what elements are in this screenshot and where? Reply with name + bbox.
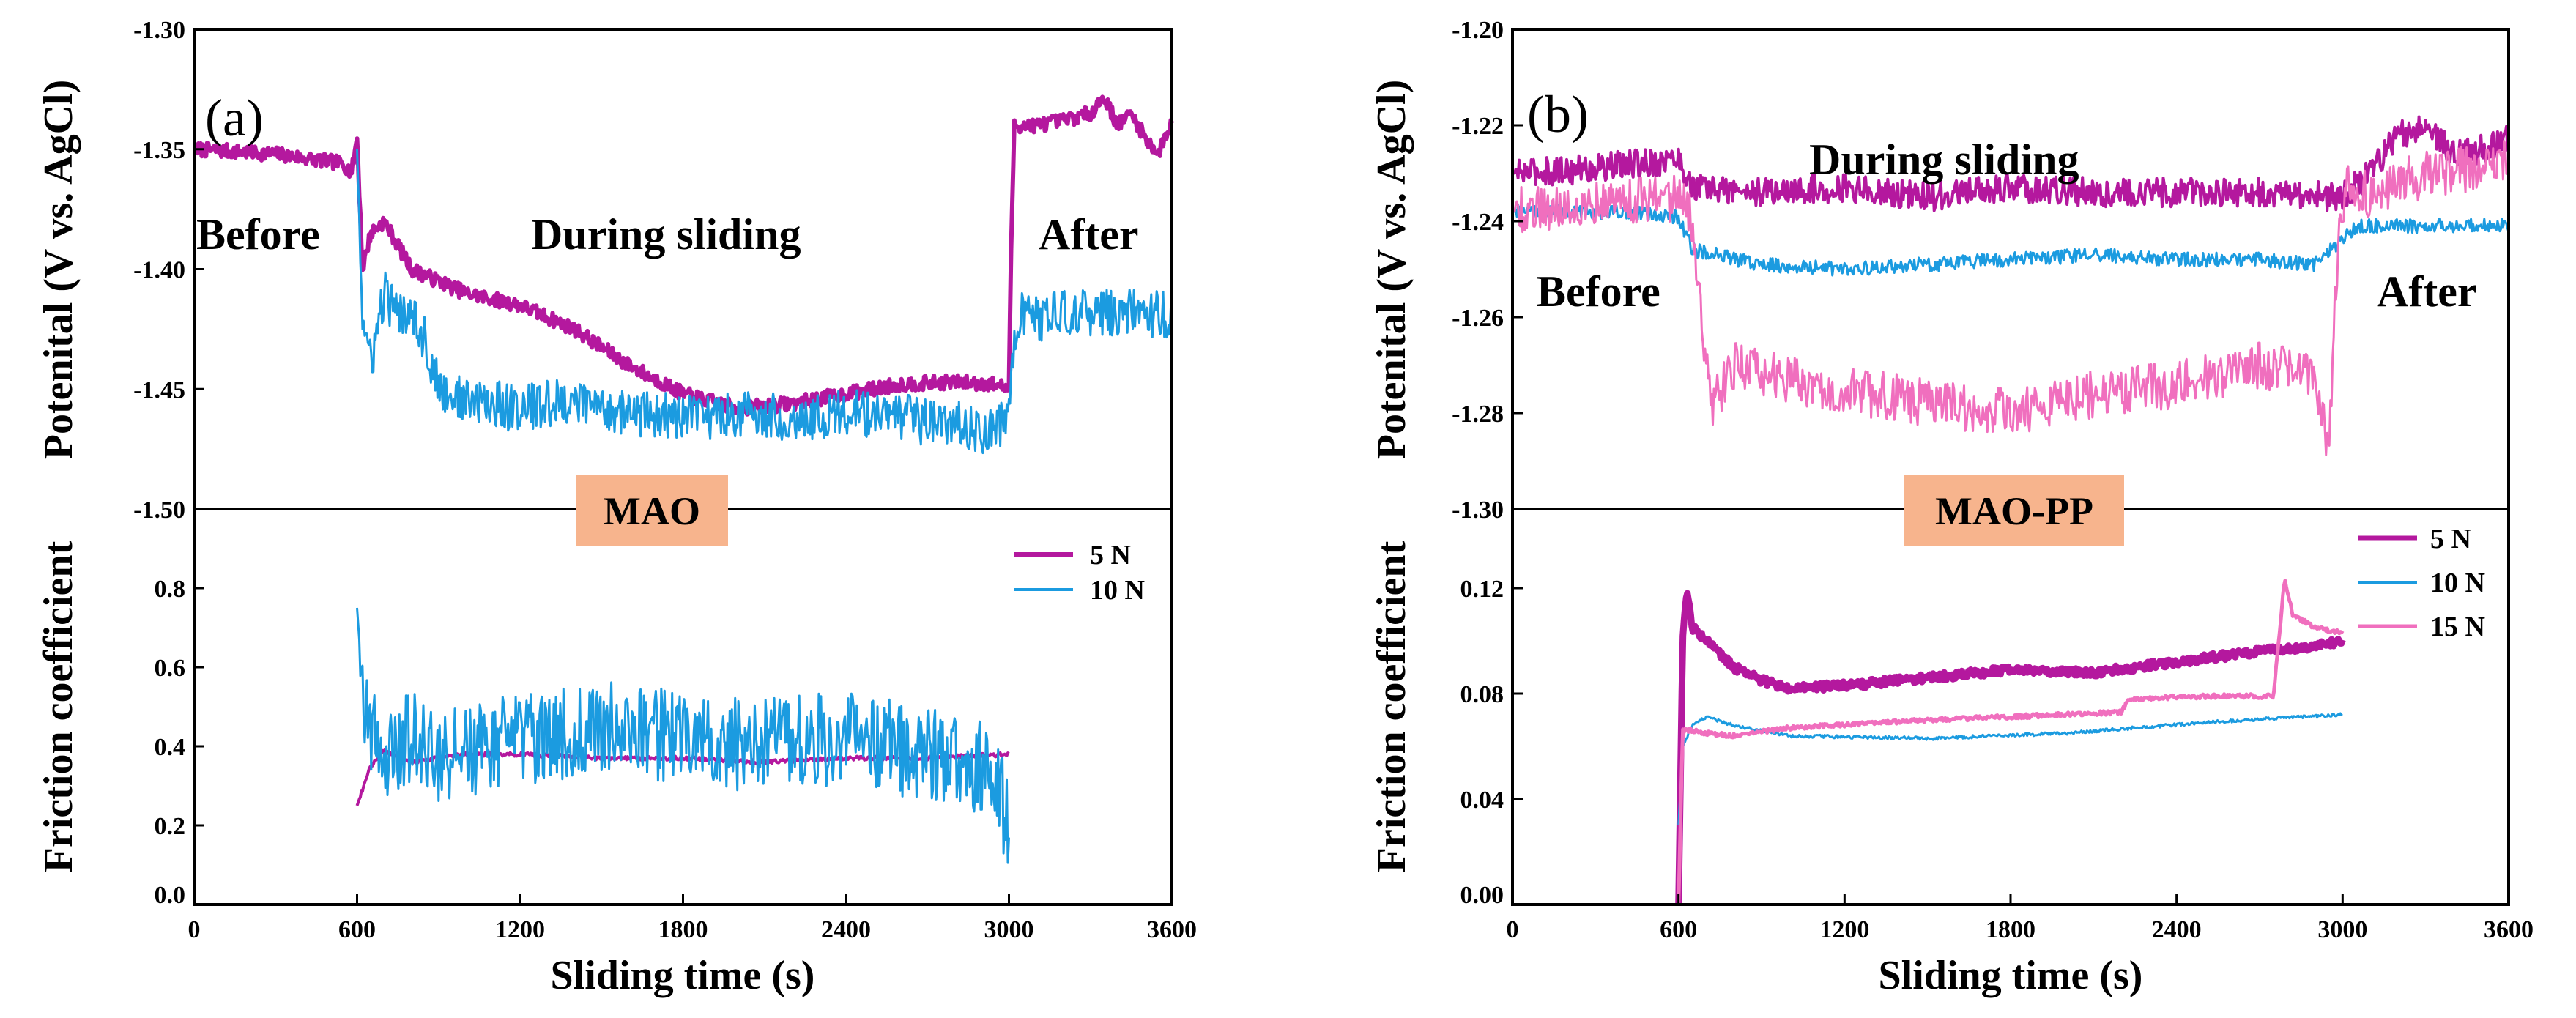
panel-a-legend-label-5n: 5 N: [1090, 540, 1131, 571]
panel-a-xtick-label: 3000: [984, 916, 1034, 943]
panel-b-bottom-series-15n: [1677, 579, 2345, 905]
panel-b-top-ytick-label: -1.26: [1452, 305, 1504, 332]
panel-b-badge: [1904, 475, 2124, 546]
panel-b-legend: 5 N 10 N 15 N: [2358, 524, 2485, 642]
panel-a-legend: 5 N 10 N: [1014, 540, 1145, 606]
panel-a-xlabel: Sliding time (s): [551, 953, 815, 998]
panel-a-bottom-ytick-label: 0.0: [155, 882, 186, 909]
panel-b-xtick-label: 0: [1507, 916, 1519, 943]
panel-a-bottom-yticks: 0.0 0.2 0.4 0.6 0.8: [155, 576, 204, 909]
panel-a-top-series-10n: [356, 149, 1173, 455]
panel-a: -1.30-1.35-1.40-1.45-1.50 0.00.20.40.60.…: [36, 17, 1197, 998]
panel-a-top-ytick-label: -1.40: [133, 257, 185, 284]
panel-a-before-annotation: Before: [196, 210, 320, 259]
panel-b-xtick-label: 1800: [1986, 916, 2035, 943]
panel-a-badge-text: MAO: [604, 489, 700, 533]
panel-a-top-series: [193, 94, 1174, 455]
panel-b-bottom-ytick-label: 0.08: [1460, 681, 1504, 708]
panel-a-top-ytick-label: -1.35: [133, 137, 185, 164]
panel-b-top-ylabel: Potenital (V vs. AgCl): [1369, 80, 1414, 460]
panel-a-bottom-ylabel: Friction coefficient: [36, 540, 81, 872]
panel-a-xtick-label: 1800: [658, 916, 708, 943]
panel-b-top-series: [1512, 115, 2510, 456]
panel-a-bottom-ytick-label: 0.8: [155, 576, 186, 603]
panel-b-bottom-ytick-label: 0.04: [1460, 787, 1504, 814]
panel-a-xticks: 0 600 1200 1800 2400 3000 3600: [188, 894, 1197, 943]
panel-a-xtick-label: 600: [338, 916, 376, 943]
panel-a-after-annotation: After: [1039, 210, 1139, 259]
panel-b-xtick-label: 3000: [2317, 916, 2367, 943]
panel-b-badge-text: MAO-PP: [1935, 489, 2093, 533]
panel-b-top-yticks: -1.20 -1.22 -1.24 -1.26 -1.28 -1.30: [1452, 17, 1523, 524]
panel-a-during-annotation: During sliding: [531, 210, 801, 259]
panel-b-top-series-5n: [1512, 115, 2510, 212]
panel-b-bottom-series: [1675, 579, 2346, 905]
panel-b-xtick-label: 2400: [2152, 916, 2202, 943]
panel-b-top-ytick-label: -1.22: [1452, 113, 1504, 140]
panel-a-top-ytick-label: -1.50: [133, 497, 185, 524]
panel-b-xticks: 0 600 1200 1800 2400 3000 3600: [1507, 894, 2534, 943]
panel-b-legend-label-15n: 15 N: [2430, 612, 2485, 642]
panel-b-bottom-ylabel: Friction coefficient: [1369, 540, 1414, 872]
panel-b-during-annotation: During sliding: [1809, 135, 2079, 184]
panel-b-label: (b): [1527, 85, 1589, 144]
panel-a-badge: [576, 475, 728, 546]
panel-b-bottom-ytick-label: 0.12: [1460, 576, 1504, 603]
panel-a-bottom-ytick-label: 0.6: [155, 655, 186, 682]
panel-a-bottom-series-10n: [356, 607, 1010, 864]
panel-b-bottom-yticks: 0.00 0.04 0.08 0.12: [1460, 576, 1523, 909]
panel-a-xtick-label: 1200: [495, 916, 545, 943]
panel-a-top-ytick-label: -1.30: [133, 17, 185, 44]
panel-a-bottom-ytick-label: 0.4: [155, 734, 186, 761]
panel-a-top-ytick-label: -1.45: [133, 376, 185, 404]
panel-b-top-ytick-label: -1.28: [1452, 401, 1504, 428]
panel-b-xlabel: Sliding time (s): [1879, 953, 2143, 998]
panel-b: -1.20-1.22-1.24-1.26-1.28-1.30 0.000.040…: [1369, 17, 2534, 998]
panel-b-xtick-label: 3600: [2484, 916, 2534, 943]
panel-b-bottom-ytick-label: 0.00: [1460, 882, 1504, 909]
panel-b-before-annotation: Before: [1537, 267, 1660, 316]
panel-b-xtick-label: 600: [1660, 916, 1697, 943]
panel-b-top-series-10n: [1512, 203, 2510, 277]
panel-a-legend-label-10n: 10 N: [1090, 575, 1145, 606]
panel-a-top-series-5n: [193, 94, 1174, 417]
panel-a-bottom-ytick-label: 0.2: [155, 813, 186, 840]
panel-b-top-ytick-label: -1.20: [1452, 17, 1504, 44]
panel-b-after-annotation: After: [2377, 267, 2477, 316]
panel-a-bottom-series: [355, 607, 1010, 864]
panel-a-xtick-label: 3600: [1147, 916, 1197, 943]
panel-a-top-yticks: -1.30 -1.35 -1.40 -1.45 -1.50: [133, 17, 204, 524]
panel-b-xtick-label: 1200: [1819, 916, 1869, 943]
panel-b-top-series-15n: [1512, 140, 2510, 456]
panel-b-top-ytick-label: -1.24: [1452, 209, 1504, 236]
panel-b-top-ytick-label: -1.30: [1452, 497, 1504, 524]
panel-a-xtick-label: 2400: [821, 916, 871, 943]
panel-b-legend-label-5n: 5 N: [2430, 524, 2471, 554]
panel-b-bottom-series-10n: [1677, 712, 2343, 826]
panel-b-bottom-series-5n: [1675, 590, 2346, 905]
panel-a-xtick-label: 0: [188, 916, 201, 943]
panel-a-label: (a): [205, 89, 264, 147]
panel-b-legend-label-10n: 10 N: [2430, 568, 2485, 598]
panel-a-top-ylabel: Potenital (V vs. AgCl): [36, 80, 81, 460]
